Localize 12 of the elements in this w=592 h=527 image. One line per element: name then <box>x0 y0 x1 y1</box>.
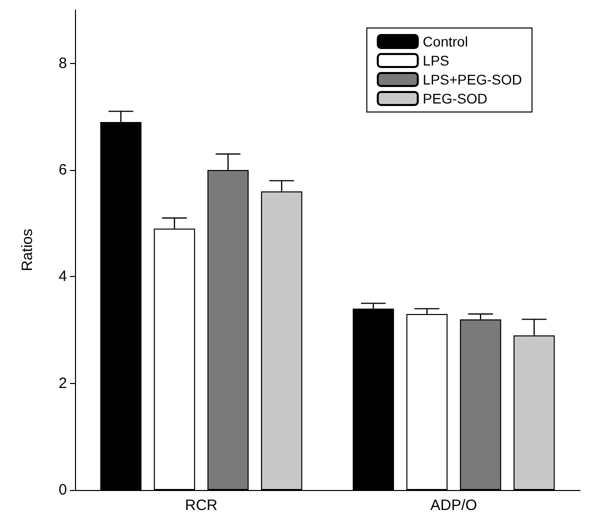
legend-label: PEG-SOD <box>422 90 488 106</box>
y-tick-label: 0 <box>58 482 67 498</box>
y-tick-label: 2 <box>58 374 67 392</box>
y-axis-title: Ratios <box>19 228 36 272</box>
legend-label: LPS <box>422 52 450 68</box>
x-tick-label: ADP/O <box>430 497 478 514</box>
x-tick-label: RCR <box>185 497 218 514</box>
legend-label: Control <box>422 34 468 50</box>
y-tick-label: 6 <box>58 162 67 178</box>
y-tick-label: 8 <box>58 54 67 72</box>
y-tick-label: 4 <box>58 268 67 286</box>
legend-label: LPS+PEG-SOD <box>422 72 522 88</box>
